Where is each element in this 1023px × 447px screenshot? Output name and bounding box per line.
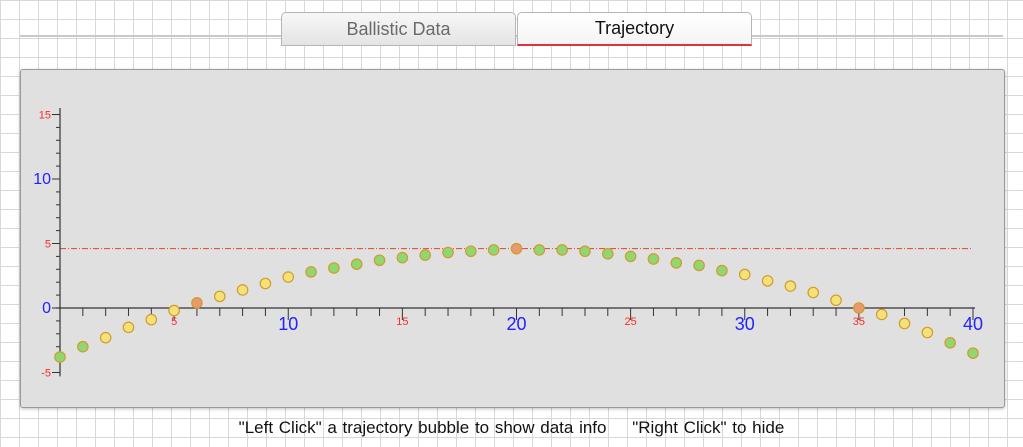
trajectory-bubble[interactable] <box>716 264 728 277</box>
x-tick-label: 20 <box>506 314 526 334</box>
trajectory-bubble[interactable] <box>807 286 820 299</box>
trajectory-bubble[interactable] <box>579 245 591 258</box>
x-tick-label: 25 <box>625 316 637 328</box>
trajectory-chart-panel: -5 0 5 10 15 5 10 15 20 25 30 35 40 <box>20 69 1005 408</box>
trajectory-bubble[interactable] <box>830 294 842 307</box>
left-click-instruction: "Left Click" a trajectory bubble to show… <box>238 418 607 437</box>
trajectory-bubble[interactable] <box>168 304 180 317</box>
y-tick-label: 15 <box>39 110 51 122</box>
trajectory-bubble[interactable] <box>853 302 865 314</box>
trajectory-bubble[interactable] <box>670 257 683 269</box>
y-tick-label: 10 <box>33 171 51 188</box>
x-tick-label: 35 <box>853 316 865 328</box>
trajectory-bubble[interactable] <box>510 242 523 255</box>
trajectory-bubble[interactable] <box>373 254 386 267</box>
trajectory-bubble[interactable] <box>213 290 226 303</box>
trajectory-bubble[interactable] <box>259 277 272 290</box>
instruction-text: "Left Click" a trajectory bubble to show… <box>0 418 1023 438</box>
trajectory-bubble[interactable] <box>898 317 911 330</box>
trajectory-bubble[interactable] <box>624 250 637 263</box>
x-tick-label: 40 <box>963 314 983 334</box>
trajectory-bubble[interactable] <box>54 351 66 363</box>
trajectory-bubble[interactable] <box>396 251 409 264</box>
trajectory-bubble[interactable] <box>693 259 705 272</box>
trajectory-bubble[interactable] <box>738 268 751 281</box>
trajectory-bubble[interactable] <box>921 326 934 339</box>
tab-ballistic-data[interactable]: Ballistic Data <box>281 12 516 46</box>
trajectory-bubble[interactable] <box>944 337 956 349</box>
trajectory-bubble[interactable] <box>875 308 888 321</box>
trajectory-bubble[interactable] <box>442 246 454 259</box>
trajectory-bubble[interactable] <box>99 331 112 344</box>
trajectory-bubble[interactable] <box>77 340 89 353</box>
y-tick-label: -5 <box>41 368 51 380</box>
trajectory-bubble[interactable] <box>191 297 203 309</box>
y-tick-label: 0 <box>42 300 51 317</box>
trajectory-bubble[interactable] <box>761 275 774 287</box>
trajectory-bubble[interactable] <box>533 244 546 256</box>
x-tick-label: 15 <box>396 316 408 328</box>
trajectory-bubble[interactable] <box>784 280 797 292</box>
x-tick-label: 10 <box>278 314 298 334</box>
trajectory-chart: -5 0 5 10 15 5 10 15 20 25 30 35 40 <box>33 108 983 380</box>
trajectory-bubble[interactable] <box>465 245 477 258</box>
trajectory-bubble[interactable] <box>487 244 500 256</box>
trajectory-bubble[interactable] <box>282 271 295 283</box>
x-tick-label: 5 <box>171 316 177 328</box>
right-click-instruction: "Right Click" to hide <box>632 418 785 437</box>
tab-trajectory[interactable]: Trajectory <box>517 12 752 46</box>
trajectory-bubble[interactable] <box>601 248 614 260</box>
trajectory-bubble[interactable] <box>236 284 249 296</box>
y-tick-label: 5 <box>45 239 51 251</box>
trajectory-bubble[interactable] <box>305 266 317 278</box>
trajectory-bubble[interactable] <box>967 347 979 359</box>
trajectory-bubble[interactable] <box>350 258 363 270</box>
trajectory-bubble[interactable] <box>122 321 135 334</box>
trajectory-bubble[interactable] <box>556 244 568 256</box>
trajectory-bubble[interactable] <box>145 313 158 326</box>
trajectory-bubble[interactable] <box>647 253 660 265</box>
trajectory-bubble[interactable] <box>328 262 340 274</box>
x-tick-label: 30 <box>735 314 755 334</box>
trajectory-bubble[interactable] <box>419 249 431 261</box>
